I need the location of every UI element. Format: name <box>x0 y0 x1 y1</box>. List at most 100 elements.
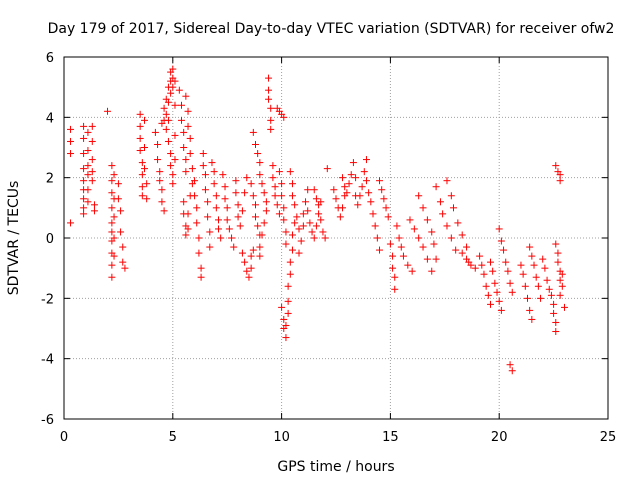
data-point <box>191 177 199 185</box>
data-point <box>526 243 534 251</box>
data-point <box>541 264 549 272</box>
data-point <box>117 228 125 236</box>
data-point <box>547 291 555 299</box>
data-point <box>258 231 266 239</box>
data-point <box>121 264 129 272</box>
data-point <box>251 140 259 148</box>
data-point <box>517 261 525 269</box>
data-point <box>84 147 92 155</box>
data-point <box>556 171 564 179</box>
data-point <box>432 183 440 191</box>
data-point <box>256 159 264 167</box>
data-point <box>319 228 327 236</box>
data-point <box>223 204 231 212</box>
data-point <box>114 180 122 188</box>
data-point <box>278 180 286 188</box>
data-point <box>267 116 275 124</box>
data-point <box>221 195 229 203</box>
data-point <box>260 219 268 227</box>
data-point <box>88 168 96 176</box>
data-point <box>271 183 279 191</box>
data-point <box>171 156 179 164</box>
data-point <box>67 219 75 227</box>
data-point <box>138 183 146 191</box>
data-point <box>167 162 175 170</box>
data-point <box>249 246 257 254</box>
data-point <box>532 273 540 281</box>
data-point <box>299 222 307 230</box>
data-point <box>463 255 471 263</box>
data-point <box>463 243 471 251</box>
data-point <box>378 186 386 194</box>
data-point <box>362 177 370 185</box>
data-point <box>428 267 436 275</box>
data-point <box>304 207 312 215</box>
data-point <box>504 267 512 275</box>
y-tick-label: 2 <box>46 172 54 187</box>
data-point <box>291 201 299 209</box>
x-tick-labels: 0 5 10 15 20 25 <box>60 430 616 445</box>
data-point <box>545 285 553 293</box>
data-point <box>486 258 494 266</box>
data-point <box>489 267 497 275</box>
data-point <box>199 162 207 170</box>
chart-title: Day 179 of 2017, Sidereal Day-to-day VTE… <box>48 21 615 37</box>
data-point <box>154 140 162 148</box>
y-axis-label: SDTVAR / TECUs <box>6 181 22 296</box>
data-point <box>288 180 296 188</box>
data-point <box>347 171 355 179</box>
data-point <box>286 258 294 266</box>
data-point <box>249 192 257 200</box>
data-point <box>119 243 127 251</box>
data-point <box>336 213 344 221</box>
data-point <box>550 300 558 308</box>
data-point <box>182 92 190 100</box>
data-point <box>395 234 403 242</box>
data-point <box>182 231 190 239</box>
data-point <box>88 156 96 164</box>
data-point <box>158 186 166 194</box>
data-point <box>339 204 347 212</box>
data-point <box>80 177 88 185</box>
data-point <box>247 264 255 272</box>
data-point <box>228 234 236 242</box>
data-point <box>201 186 209 194</box>
axis-ticks <box>63 56 609 420</box>
data-point <box>80 204 88 212</box>
y-tick-label: 0 <box>46 232 54 247</box>
data-point <box>280 204 288 212</box>
data-point <box>332 195 340 203</box>
data-point <box>175 86 183 94</box>
data-point <box>67 150 75 158</box>
data-point <box>386 240 394 248</box>
data-point <box>443 177 451 185</box>
data-point <box>182 156 190 164</box>
data-point <box>238 249 246 257</box>
data-point <box>376 246 384 254</box>
data-point <box>543 276 551 284</box>
data-point <box>321 234 329 242</box>
data-point <box>486 300 494 308</box>
y-tick-label: -2 <box>41 292 54 307</box>
data-point <box>169 83 177 91</box>
y-tick-labels: -6 -4 -2 0 2 4 6 <box>41 51 54 428</box>
data-point <box>214 225 222 233</box>
data-point <box>251 213 259 221</box>
data-point <box>214 216 222 224</box>
data-point <box>188 165 196 173</box>
data-point <box>371 222 379 230</box>
data-point <box>141 144 149 151</box>
data-point <box>356 192 364 200</box>
data-point <box>554 249 562 257</box>
data-point <box>225 225 233 233</box>
data-point <box>495 225 503 233</box>
data-point <box>419 204 427 212</box>
data-point <box>508 367 516 375</box>
data-point <box>299 210 307 218</box>
data-point <box>169 65 177 73</box>
data-point <box>254 222 262 230</box>
data-point <box>195 234 203 242</box>
data-point <box>391 273 399 281</box>
y-tick-label: -6 <box>41 413 54 428</box>
data-point <box>186 134 194 142</box>
